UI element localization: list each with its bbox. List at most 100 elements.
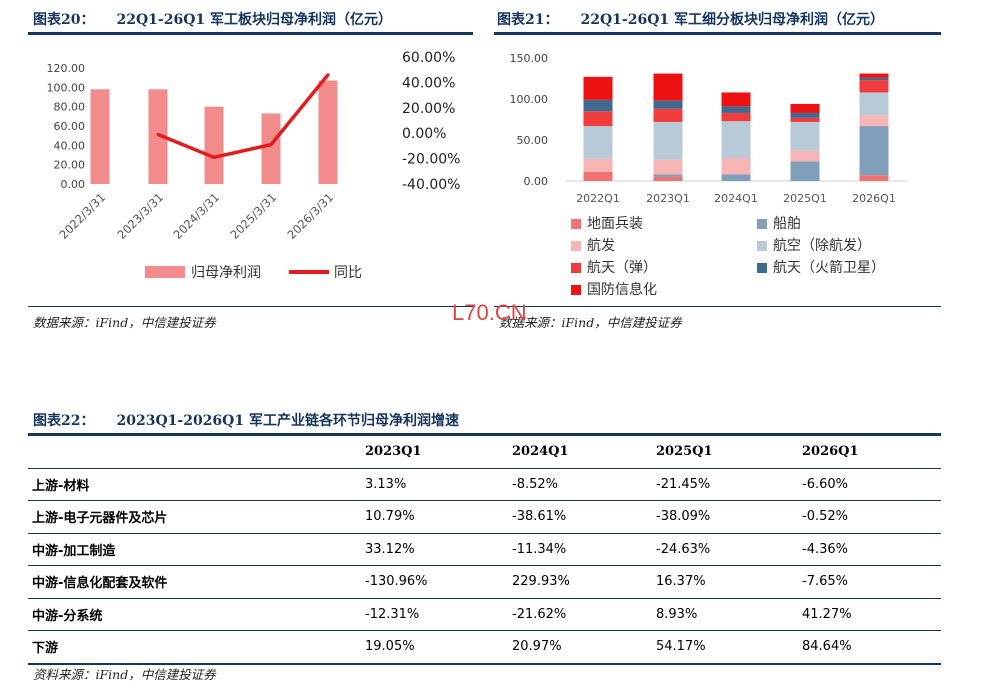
- legend-label: 航天（火箭卫星）: [773, 260, 885, 276]
- stack-segment: [859, 175, 889, 181]
- table-body: 上游-材料 3.13% -8.52% -21.45% -6.60% 上游-电子元器件及芯片…: [28, 468, 941, 665]
- yoy-series-line: [157, 73, 330, 160]
- legend-label-profit: 归母净利润: [191, 264, 261, 281]
- legend-label: 国防信息化: [587, 282, 657, 298]
- stack-segment: [653, 174, 683, 177]
- row-label: 上游-材料: [28, 468, 365, 501]
- yoy-point: [212, 155, 216, 159]
- stack-segment: [790, 103, 820, 113]
- x-tick-label: 2025Q1: [783, 192, 827, 205]
- stack-segment: [653, 121, 683, 160]
- table-cell: 33.12%: [365, 533, 512, 566]
- legend-item: 航发: [571, 235, 615, 255]
- stack-segment: [583, 99, 613, 112]
- table-cell: 3.13%: [365, 468, 512, 501]
- table-cell: -130.96%: [365, 565, 512, 599]
- table-cell: 16.37%: [656, 565, 802, 599]
- stack-segment: [653, 73, 683, 101]
- table-cell: 229.93%: [512, 565, 656, 599]
- figure20-right-axis: -40.00% -20.00% 0.00% 20.00% 40.00% 60.00%: [402, 50, 460, 193]
- x-tick-label: 2023Q1: [646, 192, 690, 205]
- profit-bar: [204, 106, 224, 184]
- right-tick-label: 40.00%: [402, 75, 455, 91]
- legend-item: 船舶: [757, 213, 801, 233]
- stack-segment: [583, 111, 613, 127]
- legend-swatch: [571, 241, 581, 251]
- left-tick-label: 20.00: [54, 159, 86, 172]
- row-label: 上游-电子元器件及芯片: [28, 500, 365, 534]
- row-label: 中游-信息化配套及软件: [28, 565, 365, 599]
- right-tick-label: -20.00%: [402, 152, 460, 168]
- yoy-point: [326, 73, 330, 77]
- stack-segment: [721, 158, 751, 175]
- figure21-bottom-rule: [494, 306, 941, 307]
- stack-segment: [721, 112, 751, 122]
- figure20-bottom-rule: [28, 306, 473, 307]
- table-row: 下游 19.05% 20.97% 54.17% 84.64%: [28, 630, 941, 665]
- figure20-title: 图表20： 22Q1-26Q1 军工板块归母净利润（亿元）: [33, 12, 393, 28]
- legend-label: 船舶: [773, 216, 801, 232]
- y-tick-label: 150.00: [510, 52, 549, 65]
- legend-label: 航发: [587, 238, 615, 254]
- table-cell: -6.60%: [802, 468, 941, 501]
- profit-bar: [148, 89, 168, 184]
- stack-segment: [653, 100, 683, 109]
- stack-segment: [790, 161, 820, 181]
- stack-segment: [653, 176, 683, 181]
- stack-segment: [790, 121, 820, 151]
- growth-table: 2023Q1 2024Q1 2025Q1 2026Q1 上游-材料 3.13% -8.52…: [28, 436, 941, 665]
- stack-segment: [721, 106, 751, 113]
- table-cell: -21.45%: [656, 468, 802, 501]
- table-row: 中游-信息化配套及软件 -130.96% 229.93% 16.37% -7.65%: [28, 565, 941, 599]
- figure21-stacked-bars: [583, 73, 889, 181]
- x-tick-label: 2024Q1: [714, 192, 758, 205]
- stack-segment: [721, 121, 751, 159]
- left-tick-label: 100.00: [47, 81, 86, 94]
- right-tick-label: 20.00%: [402, 101, 455, 117]
- figure21-x-labels: 2022Q1 2023Q1 2024Q1 2025Q1 2026Q1: [576, 192, 896, 205]
- stack-segment: [859, 77, 889, 81]
- legend-swatch: [571, 263, 581, 273]
- table-cell: 8.93%: [656, 598, 802, 631]
- stack-segment: [790, 112, 820, 118]
- profit-bar: [261, 113, 281, 184]
- profit-bar: [90, 89, 110, 184]
- table-row: 上游-材料 3.13% -8.52% -21.45% -6.60%: [28, 468, 941, 501]
- table-header-row: 2023Q1 2024Q1 2025Q1 2026Q1: [28, 436, 941, 469]
- table-cell: 19.05%: [365, 630, 512, 665]
- stack-segment: [653, 159, 683, 175]
- stack-segment: [583, 76, 613, 100]
- legend-item: 国防信息化: [571, 279, 657, 299]
- column-header: 2023Q1: [365, 436, 512, 469]
- right-tick-label: 0.00%: [402, 126, 446, 142]
- figure20-yoy-line: [156, 73, 330, 160]
- column-header: [28, 436, 365, 469]
- table-cell: -7.65%: [802, 565, 941, 599]
- stack-segment: [859, 92, 889, 116]
- table-cell: 41.27%: [802, 598, 941, 631]
- legend-label: 航天（弹）: [587, 260, 657, 276]
- figure21-y-axis: 0.00 50.00 100.00 150.00: [510, 52, 908, 188]
- row-label: 中游-加工制造: [28, 533, 365, 566]
- stack-segment: [790, 150, 820, 162]
- table-cell: -38.09%: [656, 500, 802, 534]
- table-cell: -11.34%: [512, 533, 656, 566]
- table-row: 上游-电子元器件及芯片 10.79% -38.61% -38.09% -0.52%: [28, 500, 941, 534]
- figure21-title: 图表21： 22Q1-26Q1 军工细分板块归母净利润（亿元）: [497, 12, 885, 28]
- stack-segment: [859, 80, 889, 93]
- stack-segment: [583, 158, 613, 172]
- legend-label-yoy: 同比: [334, 265, 362, 281]
- right-tick-label: -40.00%: [402, 177, 460, 193]
- profit-bar: [318, 80, 338, 184]
- figure22-source: 资料来源：iFind，中信建投证券: [33, 667, 216, 682]
- figure22-title: 图表22： 2023Q1-2026Q1 军工产业链各环节归母净利润增速: [33, 413, 459, 429]
- y-tick-label: 0.00: [524, 175, 549, 188]
- figure20-legend: 归母净利润 同比: [145, 264, 362, 281]
- figure20-chart: 0.00 20.00 40.00 60.00 80.00 100.00 120.00 -40…: [47, 50, 461, 281]
- watermark: L70.CN: [452, 300, 527, 325]
- legend-item: 航天（弹）: [571, 257, 657, 277]
- left-tick-label: 60.00: [54, 120, 86, 133]
- stack-segment: [721, 174, 751, 181]
- legend-item: 航天（火箭卫星）: [757, 257, 885, 277]
- figure21-chart: 0.00 50.00 100.00 150.00 2022Q1 2023Q1 2024Q1…: [510, 52, 908, 205]
